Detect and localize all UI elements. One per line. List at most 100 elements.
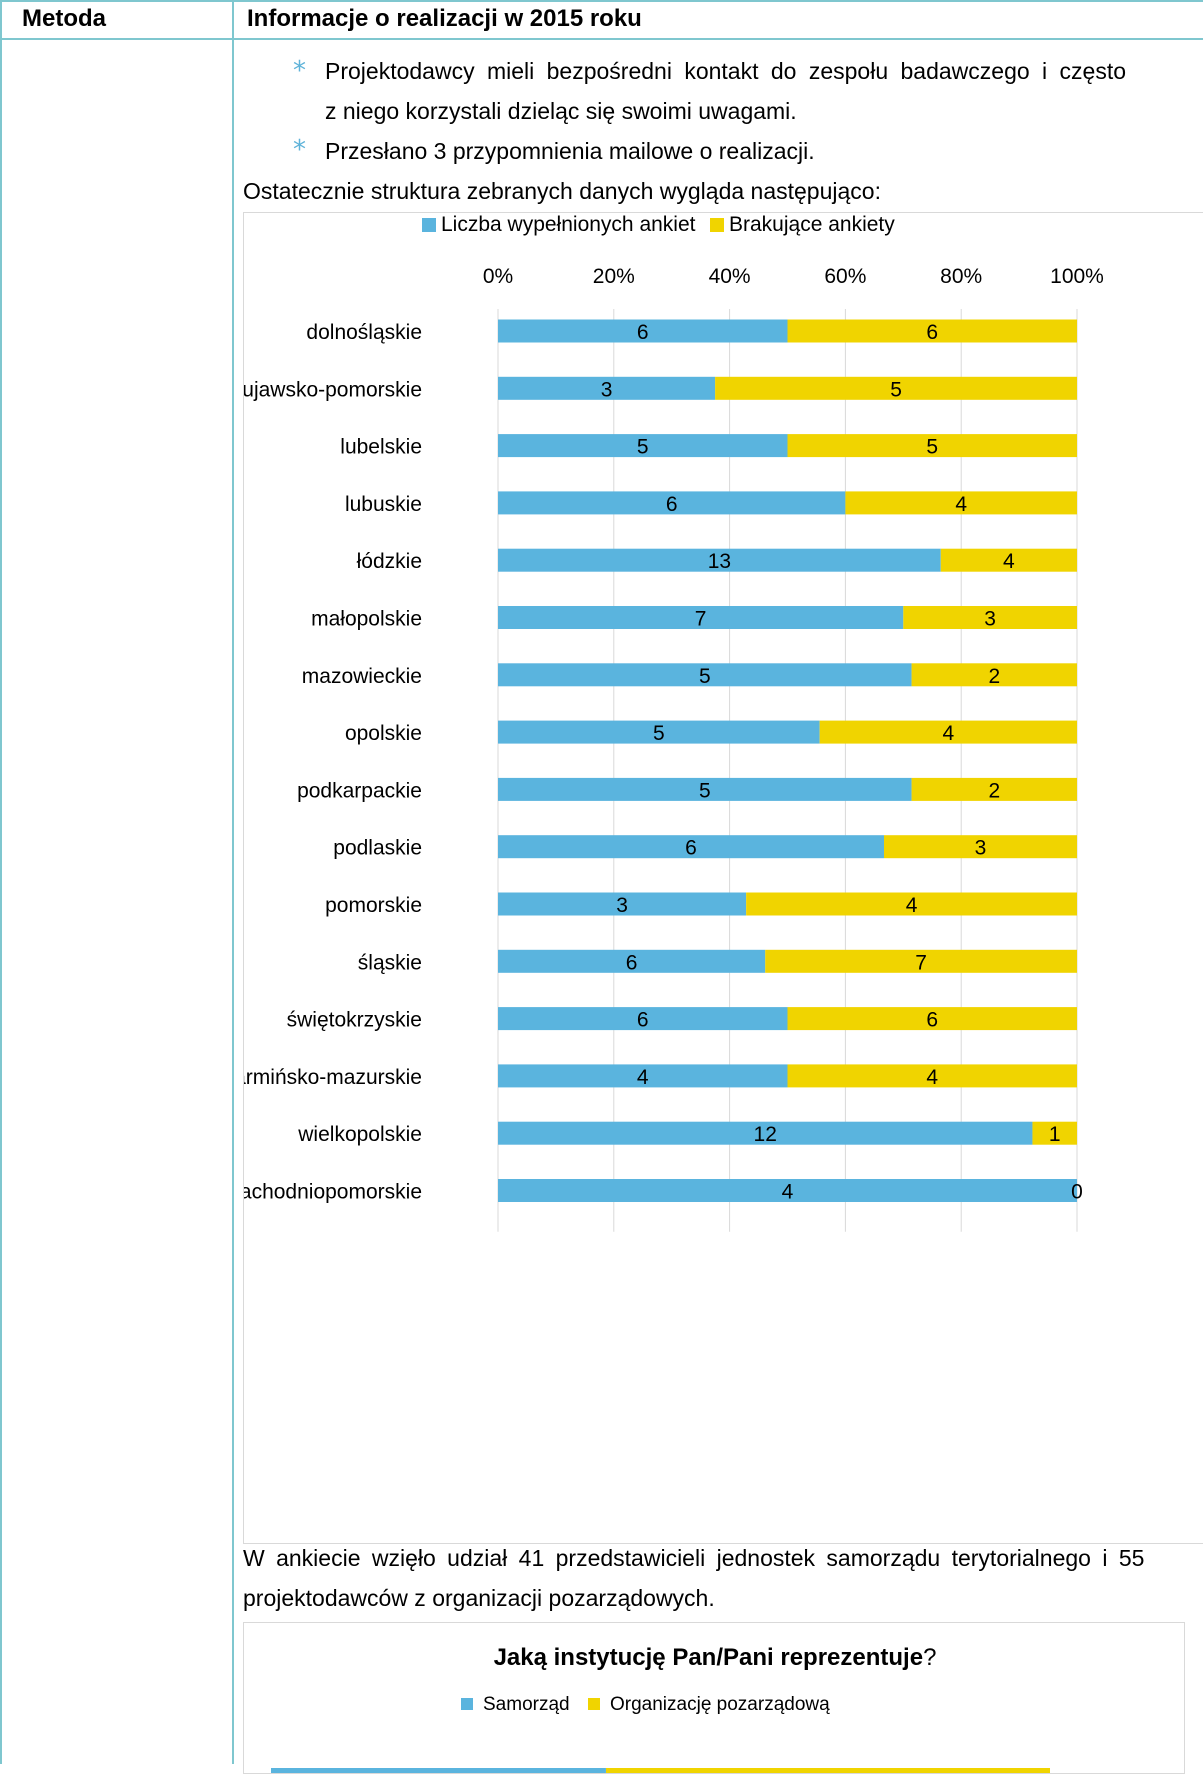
data-label: 4	[955, 493, 967, 516]
chart-2-title-tail: ?	[923, 1644, 936, 1671]
legend-swatch	[710, 218, 724, 232]
intro-paragraph: Ostatecznie struktura zebranych danych w…	[243, 178, 881, 204]
legend-label: Liczba wypełnionych ankiet	[441, 213, 696, 236]
x-tick-label: 20%	[593, 265, 635, 288]
bar-segment	[911, 663, 1077, 687]
legend-swatch	[588, 1698, 600, 1710]
data-label: 5	[926, 436, 938, 459]
data-label: 6	[637, 1009, 649, 1032]
data-label: 13	[708, 550, 731, 573]
bar-segment	[498, 777, 912, 801]
bar-segment	[787, 434, 1077, 458]
data-label: 6	[926, 321, 938, 344]
chart-2-title-bold: Jaką instytucję Pan/Pani reprezentuje	[494, 1644, 924, 1671]
category-label: łódzkie	[357, 550, 422, 573]
legend-label: Brakujące ankiety	[729, 213, 895, 236]
bar-segment	[498, 491, 846, 515]
data-label: 4	[906, 894, 918, 917]
bar-segment	[498, 949, 766, 973]
x-tick-label: 40%	[709, 265, 751, 288]
data-label: 5	[699, 779, 711, 802]
chart-2-svg: Jaką instytucję Pan/Pani reprezentuje? Sa…	[271, 1644, 1050, 1778]
chart-survey-completion: Liczba wypełnionych ankiet Brakujące anki…	[218, 212, 1203, 1544]
x-tick-label: 0%	[483, 265, 513, 288]
bar-segment	[498, 1007, 788, 1031]
after-paragraph-line-2: projektodawców z organizacji pozarządowy…	[243, 1585, 715, 1611]
header-method: Metoda	[22, 5, 106, 32]
x-tick-label: 80%	[940, 265, 982, 288]
legend-swatch	[422, 218, 436, 232]
bullet-1-line-2: z niego korzystali dzieląc się swoimi uw…	[325, 98, 797, 124]
data-label: 4	[926, 1066, 938, 1089]
data-label: 3	[975, 837, 987, 860]
bar-segment	[498, 548, 941, 572]
bar-segment	[765, 949, 1077, 973]
data-label: 6	[637, 321, 649, 344]
table-top-border	[0, 0, 1203, 2]
bar-segment	[787, 1064, 1077, 1088]
x-tick-label: 60%	[824, 265, 866, 288]
category-label: lubelskie	[340, 436, 422, 459]
data-label: 4	[637, 1066, 649, 1089]
data-label: 5	[637, 436, 649, 459]
bar-segment	[498, 835, 884, 859]
category-label: podlaskie	[333, 837, 422, 860]
bar-segment	[498, 663, 912, 687]
category-label: śląskie	[358, 951, 422, 974]
data-label: 3	[601, 378, 613, 401]
legend-label: Samorząd	[483, 1694, 570, 1715]
data-label: 2	[988, 779, 1000, 802]
data-label: 7	[695, 608, 707, 631]
category-label: kujawsko-pomorskie	[244, 378, 422, 401]
chart-1-svg: Liczba wypełnionych ankiet Brakujące anki…	[218, 213, 1104, 1232]
chart-institution: Jaką instytucję Pan/Pani reprezentuje? Sa…	[243, 1622, 1185, 1778]
data-label: 0	[1071, 1181, 1083, 1204]
data-label: 5	[699, 665, 711, 688]
data-label: 6	[666, 493, 678, 516]
data-label: 12	[754, 1123, 777, 1146]
bar-segment	[903, 606, 1077, 629]
bar-segment	[498, 720, 820, 744]
bar-segment	[715, 376, 1077, 400]
category-label: lubuskie	[345, 493, 422, 516]
category-label: świętokrzyskie	[287, 1009, 422, 1032]
bar-segment	[911, 777, 1077, 801]
bar-segment	[845, 491, 1077, 515]
bar-segment	[819, 720, 1077, 744]
category-label: zachodniopomorskie	[244, 1181, 422, 1204]
bar-segment	[498, 434, 788, 458]
bullet-asterisk-icon: *	[293, 56, 306, 86]
bar-segment	[940, 548, 1077, 572]
data-label: 3	[984, 608, 996, 631]
data-label: 2	[988, 665, 1000, 688]
bar-segment	[605, 1768, 1050, 1778]
table-left-border	[0, 0, 2, 1764]
bar-segment	[271, 1768, 606, 1778]
category-label: opolskie	[345, 722, 422, 745]
category-label: małopolskie	[311, 608, 422, 631]
data-label: 6	[685, 837, 697, 860]
bar-segment	[1032, 1121, 1077, 1145]
bar-segment	[498, 1064, 788, 1088]
category-label: wielkopolskie	[297, 1123, 422, 1146]
data-label: 1	[1049, 1123, 1061, 1146]
data-label: 7	[915, 951, 927, 974]
table-column-divider	[232, 0, 234, 1764]
bar-segment	[787, 319, 1077, 343]
data-label: 3	[616, 894, 628, 917]
x-tick-label: 100%	[1050, 265, 1104, 288]
data-label: 4	[942, 722, 954, 745]
table-header: Metoda Informacje o realizacji w 2015 ro…	[0, 0, 1203, 38]
bar-segment	[787, 1007, 1077, 1031]
category-label: pomorskie	[325, 894, 422, 917]
bar-segment	[746, 892, 1077, 916]
header-info: Informacje o realizacji w 2015 roku	[247, 5, 642, 32]
data-label: 5	[653, 722, 665, 745]
category-label: warmińsko-mazurskie	[244, 1066, 422, 1089]
data-label: 4	[782, 1181, 794, 1204]
category-label: podkarpackie	[297, 779, 422, 802]
bullet-2: Przesłano 3 przypomnienia mailowe o real…	[325, 138, 815, 164]
data-label: 5	[890, 378, 902, 401]
bar-segment	[884, 835, 1077, 859]
